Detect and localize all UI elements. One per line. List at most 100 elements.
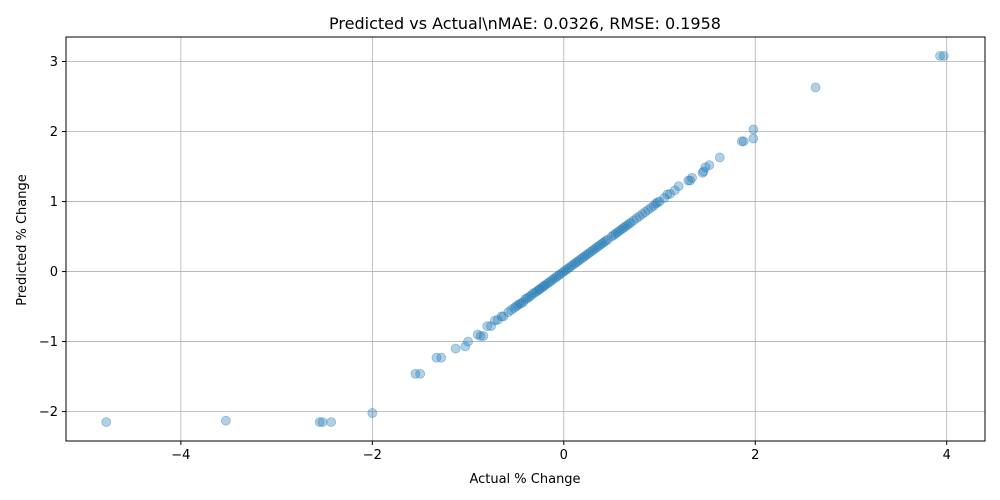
data-point (810, 82, 821, 93)
data-point (700, 162, 711, 173)
data-point (593, 241, 604, 252)
data-point (669, 185, 680, 196)
x-tick-label: −2 (363, 448, 382, 463)
data-point (578, 252, 588, 263)
x-tick-label: 4 (943, 448, 951, 463)
data-point (526, 290, 537, 301)
data-point (556, 268, 567, 278)
data-point (512, 300, 523, 311)
data-point (562, 263, 573, 274)
data-point (553, 270, 563, 281)
data-point (748, 124, 759, 135)
data-point (566, 261, 577, 271)
data-point (648, 200, 659, 211)
data-point (486, 321, 496, 332)
data-point (646, 202, 656, 213)
data-point (614, 226, 625, 236)
data-point (220, 415, 231, 426)
data-point (509, 303, 519, 313)
data-point (602, 234, 613, 245)
data-point (597, 238, 607, 249)
data-point (551, 272, 562, 283)
data-point (463, 336, 473, 347)
data-point (591, 242, 602, 253)
data-point (606, 231, 617, 242)
data-point (503, 307, 514, 318)
data-point (514, 298, 525, 309)
x-tick-label: 2 (751, 448, 759, 463)
data-point (560, 265, 571, 276)
data-point (587, 245, 598, 256)
data-point (506, 305, 517, 315)
data-point (673, 181, 684, 192)
data-point (704, 160, 715, 171)
data-point (581, 249, 592, 260)
data-point (101, 417, 112, 427)
data-point (612, 227, 623, 238)
data-point (492, 314, 503, 325)
data-point (568, 259, 579, 270)
data-point (938, 51, 949, 61)
data-point (683, 175, 694, 186)
data-point (610, 228, 621, 239)
data-point (518, 296, 529, 307)
data-point (650, 198, 661, 209)
data-point (496, 311, 507, 322)
data-point (539, 280, 550, 291)
data-point (579, 251, 590, 262)
data-point (616, 224, 627, 235)
data-point (583, 248, 594, 259)
data-point (643, 205, 653, 215)
data-point (415, 368, 426, 379)
data-point (530, 287, 540, 298)
data-point (450, 343, 461, 354)
data-point (558, 266, 569, 277)
data-point (543, 277, 554, 288)
data-point (547, 275, 558, 285)
data-point (516, 298, 527, 308)
data-point (654, 196, 665, 207)
data-point (317, 417, 328, 427)
data-point (662, 189, 673, 200)
x-axis-ticks: −4 −2 0 2 4 (171, 441, 951, 463)
data-point (623, 219, 634, 229)
data-point (522, 293, 533, 304)
data-point (608, 230, 619, 241)
data-point (574, 255, 585, 266)
data-point (475, 331, 486, 341)
data-point (620, 221, 630, 232)
data-point (545, 276, 556, 287)
data-point (570, 258, 581, 269)
data-point (511, 301, 521, 312)
data-point (528, 288, 539, 299)
data-point (498, 311, 509, 322)
chart-title: Predicted vs Actual\nMAE: 0.0326, RMSE: … (329, 14, 721, 33)
plot-frame (65, 36, 986, 442)
x-axis-label: Actual % Change (469, 472, 580, 487)
grid (66, 37, 985, 441)
data-point (652, 197, 663, 208)
data-point (536, 282, 547, 293)
data-point (482, 321, 493, 332)
data-point (748, 133, 759, 144)
x-tick-label: −4 (171, 448, 190, 463)
data-point (738, 136, 749, 147)
y-tick-label: 1 (50, 195, 58, 210)
data-point (698, 166, 709, 177)
data-point (634, 211, 645, 222)
y-tick-label: 2 (50, 125, 58, 140)
y-tick-label: −2 (39, 405, 58, 420)
data-point (549, 273, 560, 284)
data-points (101, 51, 949, 427)
data-point (564, 262, 575, 273)
data-point (410, 368, 421, 379)
data-point (628, 215, 639, 226)
data-point (631, 213, 642, 224)
data-point (625, 217, 636, 228)
data-point (622, 220, 632, 231)
data-point (697, 167, 708, 178)
data-point (687, 172, 697, 183)
data-point (585, 247, 596, 257)
x-tick-label: 0 (560, 448, 568, 463)
